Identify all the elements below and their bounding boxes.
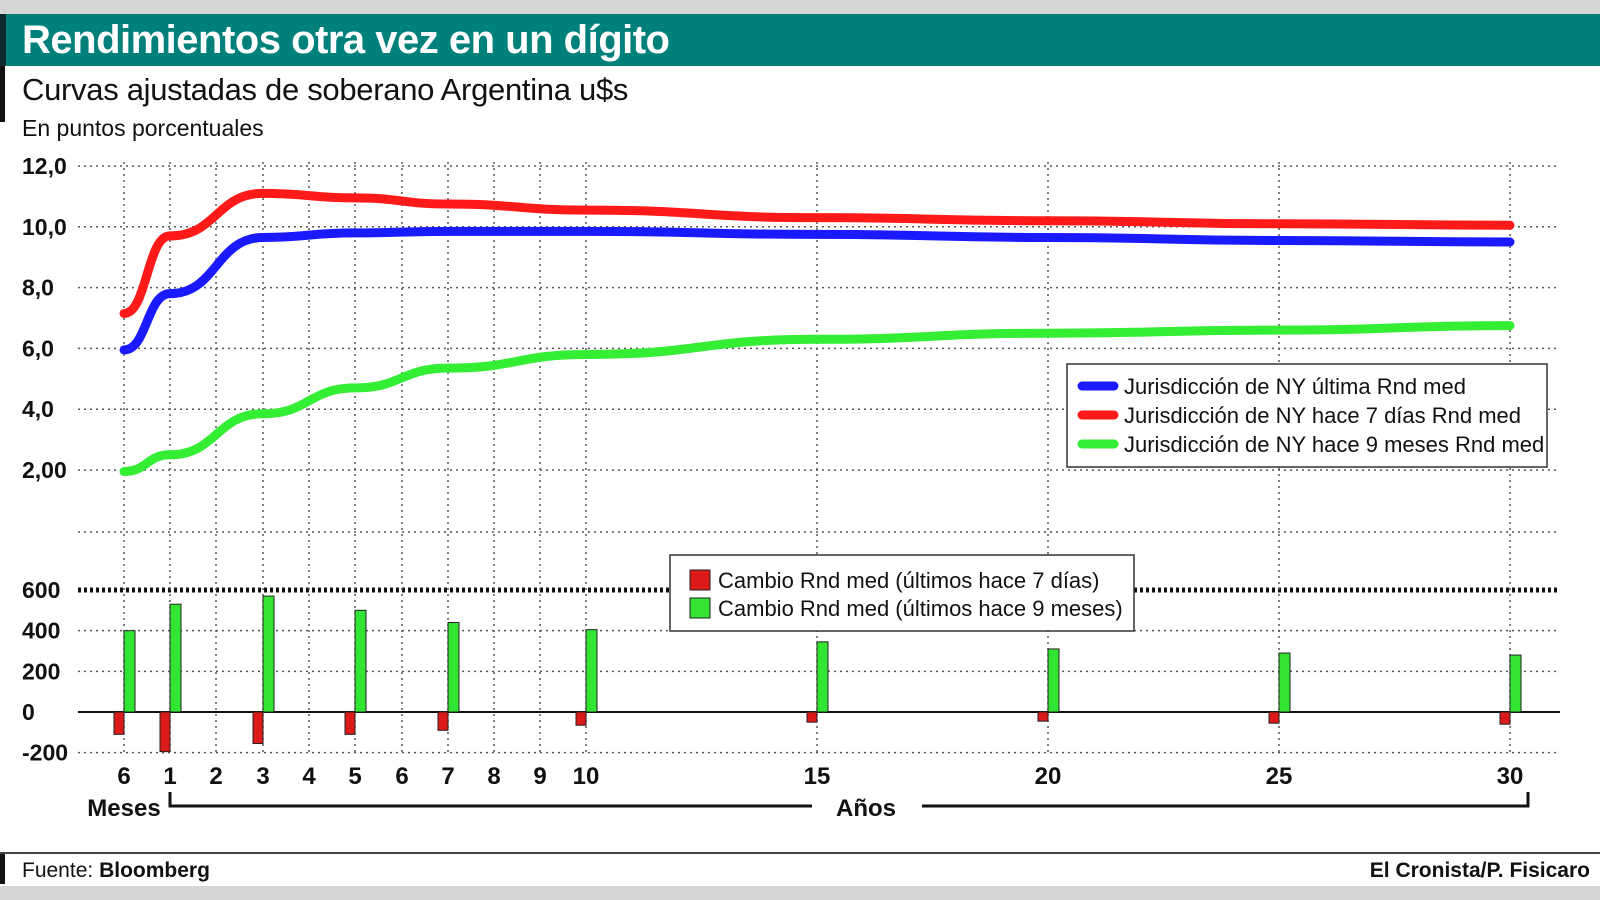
legend-label: Jurisdicción de NY hace 7 días Rnd med <box>1124 403 1521 428</box>
y-tick-label: 8,0 <box>22 275 54 301</box>
y-tick-label: 400 <box>22 618 60 644</box>
infographic-page: Rendimientos otra vez en un dígito Curva… <box>0 14 1600 886</box>
bar-change-7d <box>344 711 356 735</box>
credit-line: El Cronista/P. Fisicaro <box>1369 859 1590 882</box>
legend-swatch <box>689 597 711 619</box>
y-tick-label: 200 <box>22 658 60 684</box>
bar-change-9m <box>123 630 136 713</box>
x-tick-label: 15 <box>804 763 831 790</box>
y-tick-label: 600 <box>22 577 60 603</box>
x-tick-label: 20 <box>1035 763 1062 790</box>
bar-change-7d <box>113 711 125 735</box>
x-tick-label: 8 <box>487 763 500 790</box>
x-tick-label: 6 <box>117 763 130 790</box>
years-bracket-right <box>922 792 1530 808</box>
chart-title: Rendimientos otra vez en un dígito <box>22 18 670 62</box>
x-tick-label: 1 <box>163 763 176 790</box>
source-name: Bloomberg <box>99 859 210 882</box>
legend-label: Cambio Rnd med (últimos hace 9 meses) <box>718 596 1123 621</box>
subtitle-rule <box>0 66 5 122</box>
legend-label: Jurisdicción de NY hace 9 meses Rnd med <box>1124 432 1544 457</box>
x-axis: 6 1 2 3 4 5 6 7 8 9 10 15 20 25 30 <box>117 763 1523 790</box>
bar-change-9m <box>585 629 598 713</box>
x-tick-label: 5 <box>348 763 361 790</box>
bar-change-7d <box>252 711 264 745</box>
y-tick-label: 6,0 <box>22 335 54 361</box>
bar-change-7d <box>1037 711 1049 722</box>
footer-rule <box>0 854 5 884</box>
bar-change-9m <box>262 595 275 713</box>
footer-divider <box>0 852 1600 854</box>
bar-change-7d <box>437 711 449 731</box>
bar-change-7d <box>1499 711 1511 725</box>
x-tick-label: 25 <box>1266 763 1293 790</box>
x-tick-label: 10 <box>573 763 600 790</box>
bar-change-9m <box>1509 654 1522 713</box>
y-tick-label: 2,00 <box>22 457 67 483</box>
y-tick-label: -200 <box>22 740 68 766</box>
x-tick-label: 2 <box>209 763 222 790</box>
bar-legend: Cambio Rnd med (últimos hace 7 días) Camb… <box>669 554 1135 632</box>
bar-change-9m <box>169 603 182 713</box>
units-label: En puntos porcentuales <box>22 115 264 141</box>
series-lines <box>119 188 1515 477</box>
chart-svg: 12,0 10,0 8,0 6,0 4,0 2,00 600 400 200 0 -200 6 1 2 3 4… <box>22 153 1560 822</box>
bar-change-7d <box>159 711 171 753</box>
series-line-ny-latest <box>119 226 1515 355</box>
y-tick-label: 0 <box>22 699 35 725</box>
legend-label: Cambio Rnd med (últimos hace 7 días) <box>718 568 1100 593</box>
x-group-label-months: Meses <box>87 795 160 822</box>
y-tick-label: 4,0 <box>22 396 54 422</box>
x-tick-label: 30 <box>1497 763 1524 790</box>
chart-subtitle: Curvas ajustadas de soberano Argentina u… <box>22 72 629 107</box>
line-legend-box <box>1066 363 1548 468</box>
bar-change-9m <box>1047 648 1060 713</box>
bar-change-9m <box>354 609 367 713</box>
bar-change-9m <box>1278 652 1291 713</box>
x-tick-label: 3 <box>256 763 269 790</box>
x-group-labels: Meses Años <box>87 792 1530 822</box>
series-line-ny-9m <box>119 321 1515 477</box>
bar-legend-box <box>669 554 1135 632</box>
title-bar: Rendimientos otra vez en un dígito <box>0 14 1600 66</box>
x-tick-label: 7 <box>441 763 454 790</box>
legend-label: Jurisdicción de NY última Rnd med <box>1124 374 1466 399</box>
y-tick-label: 10,0 <box>22 214 67 240</box>
x-tick-label: 6 <box>395 763 408 790</box>
bar-change-9m <box>447 622 460 713</box>
y-axis-line-chart: 12,0 10,0 8,0 6,0 4,0 2,00 <box>22 153 67 483</box>
x-tick-label: 4 <box>302 763 316 790</box>
source-line: Fuente: Bloomberg <box>22 858 210 884</box>
bars <box>113 595 1522 753</box>
legend-swatch <box>689 569 711 591</box>
y-axis-bar-chart: 600 400 200 0 -200 <box>22 577 68 766</box>
bar-change-7d <box>1268 711 1280 724</box>
source-label: Fuente: <box>22 859 94 882</box>
x-tick-label: 9 <box>533 763 546 790</box>
bar-change-7d <box>806 711 818 723</box>
bar-change-9m <box>816 641 829 713</box>
series-line-ny-7d <box>119 188 1515 318</box>
bar-change-7d <box>575 711 587 726</box>
x-group-label-years: Años <box>836 795 896 822</box>
years-bracket-left <box>168 792 812 808</box>
line-legend: Jurisdicción de NY última Rnd med Jurisdi… <box>1066 363 1548 468</box>
y-tick-label: 12,0 <box>22 153 67 179</box>
